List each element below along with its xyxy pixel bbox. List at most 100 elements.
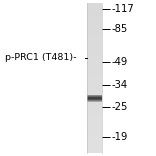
Bar (87, 124, 102, 126)
Bar (87, 87, 102, 88)
Bar (87, 3, 102, 5)
Bar (87, 15, 102, 17)
Bar (87, 53, 102, 54)
Bar (87, 23, 102, 24)
Bar (87, 90, 102, 91)
Text: p-PRC1 (T481)-: p-PRC1 (T481)- (5, 53, 76, 62)
Bar (87, 61, 102, 63)
Bar (87, 24, 102, 26)
Bar (87, 71, 102, 72)
Bar (87, 83, 102, 84)
Bar (87, 99, 102, 100)
Bar (87, 14, 102, 15)
Bar (87, 36, 102, 38)
Bar (87, 72, 102, 73)
Bar (87, 145, 102, 147)
Text: -19: -19 (112, 132, 128, 141)
Bar (87, 75, 102, 76)
Bar (87, 21, 102, 23)
Bar (87, 8, 102, 9)
Bar (87, 66, 102, 68)
Bar (87, 147, 102, 148)
Bar (87, 63, 102, 65)
Bar (87, 41, 102, 42)
Bar (87, 32, 102, 33)
Bar (87, 93, 102, 95)
Bar (87, 121, 102, 123)
Bar (87, 112, 102, 114)
Bar (87, 100, 102, 102)
Bar (87, 11, 102, 12)
Bar (87, 39, 102, 41)
Bar (87, 78, 102, 80)
Bar (87, 46, 102, 48)
Bar (87, 105, 102, 106)
Bar (87, 91, 102, 93)
Bar (87, 101, 102, 102)
Bar (87, 5, 102, 6)
Bar (87, 56, 102, 57)
Bar (87, 20, 102, 21)
Bar (87, 9, 102, 11)
Bar (87, 95, 102, 96)
Bar (87, 108, 102, 110)
Bar (87, 30, 102, 32)
Bar (87, 110, 102, 111)
Bar (87, 126, 102, 127)
Bar (87, 80, 102, 81)
Bar (87, 68, 102, 69)
Bar (87, 33, 102, 35)
Bar (87, 129, 102, 130)
Text: -85: -85 (112, 24, 128, 34)
Bar (87, 142, 102, 144)
Bar (87, 57, 102, 58)
Bar (87, 26, 102, 27)
Bar (87, 81, 102, 83)
Bar (87, 141, 102, 142)
Text: -117: -117 (112, 4, 134, 14)
Bar (87, 69, 102, 71)
Bar (87, 76, 102, 78)
Bar (87, 138, 102, 139)
Bar (87, 144, 102, 145)
Bar (87, 150, 102, 151)
Bar (87, 96, 102, 98)
Bar (87, 45, 102, 46)
Bar (87, 111, 102, 112)
Text: -34: -34 (112, 80, 128, 90)
Bar (87, 6, 102, 8)
Bar (87, 35, 102, 36)
Bar (87, 130, 102, 132)
Bar (87, 65, 102, 66)
Text: -49: -49 (112, 57, 128, 67)
Bar (87, 17, 102, 18)
Bar (87, 139, 102, 141)
Bar (87, 12, 102, 14)
Bar (87, 98, 102, 99)
Bar (87, 18, 102, 20)
Bar (87, 73, 102, 75)
Bar (87, 123, 102, 124)
Bar (87, 99, 102, 100)
Bar (87, 115, 102, 117)
Bar (87, 54, 102, 56)
Bar (87, 29, 102, 30)
Bar (87, 120, 102, 121)
Bar (87, 96, 102, 97)
Bar (87, 60, 102, 61)
Bar (87, 98, 102, 99)
Bar (87, 106, 102, 108)
Bar (87, 27, 102, 29)
Bar (87, 85, 102, 87)
Bar (87, 132, 102, 133)
Bar (87, 51, 102, 53)
Bar (87, 127, 102, 129)
Bar (87, 97, 102, 98)
Bar (87, 50, 102, 51)
Bar (87, 58, 102, 60)
Bar (87, 114, 102, 115)
Bar (87, 135, 102, 136)
Bar (87, 38, 102, 39)
Bar (87, 102, 102, 103)
Bar (87, 133, 102, 135)
